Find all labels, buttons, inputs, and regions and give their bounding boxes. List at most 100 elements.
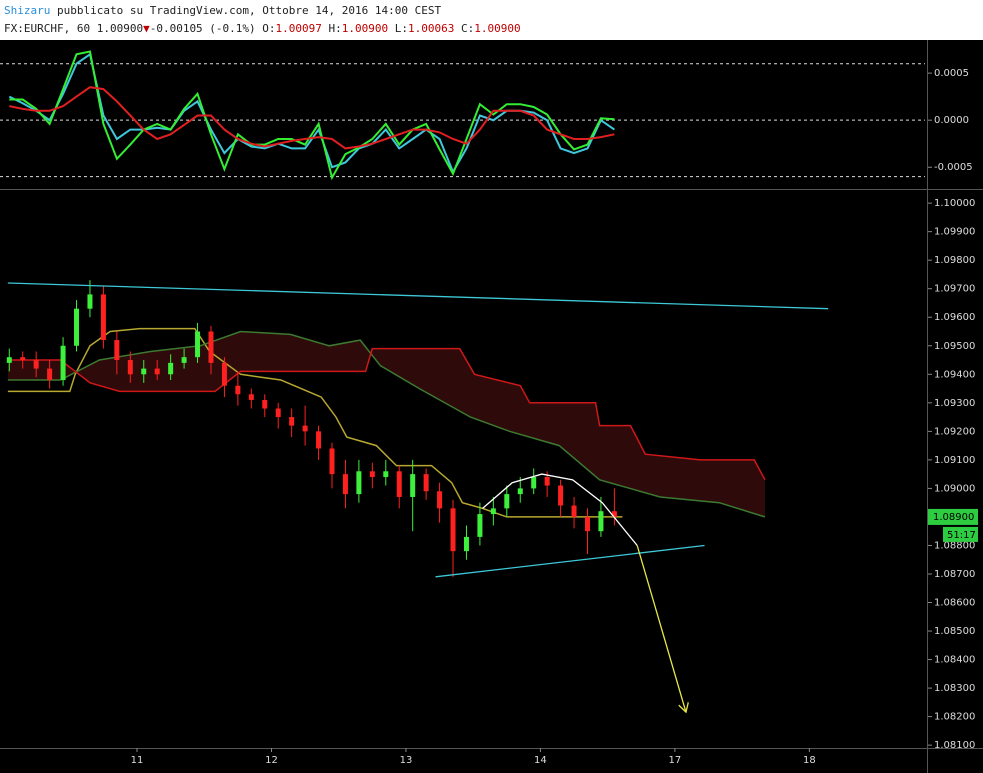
candle-body [47, 368, 53, 380]
open-label: O: [262, 22, 276, 35]
candle-body [195, 331, 201, 358]
indicator-line [7, 347, 766, 481]
candle-body [558, 485, 564, 506]
y-tick-label: -0.0005 [934, 162, 973, 173]
symbol: FX:EURCHF, 60 [4, 22, 91, 35]
candle-body [342, 474, 348, 495]
last-price-label: 1.08900 [933, 512, 974, 523]
candle-body [544, 476, 550, 486]
y-tick-label: 0.0005 [934, 68, 969, 79]
candle-body [396, 471, 402, 497]
candle-body [208, 331, 214, 363]
y-tick-label: 1.08600 [934, 598, 975, 609]
x-tick-label: 13 [400, 755, 413, 766]
y-tick-label: 1.09500 [934, 341, 975, 352]
candle-body [74, 308, 80, 346]
candle-body [289, 417, 295, 426]
indicator-line [7, 327, 623, 518]
cloud [7, 331, 765, 517]
x-tick-label: 14 [534, 755, 547, 766]
last-price-box [928, 508, 978, 525]
open-value: 1.00097 [275, 22, 322, 35]
y-tick-label: 1.08300 [934, 683, 975, 694]
x-tick-label: 17 [669, 755, 682, 766]
candle-body [571, 505, 577, 517]
y-tick-label: 1.09900 [934, 227, 975, 238]
candle-body [504, 494, 510, 509]
y-tick-label: 1.09100 [934, 455, 975, 466]
high-label: H: [328, 22, 342, 35]
candle-body [517, 488, 523, 495]
candle-body [477, 514, 483, 537]
y-tick-label: 1.09700 [934, 284, 975, 295]
y-tick-label: 0.0000 [934, 115, 969, 126]
published: pubblicato su TradingView.com, Ottobre 1… [56, 4, 442, 17]
y-tick-label: 1.08700 [934, 569, 975, 580]
y-tick-label: 1.09400 [934, 369, 975, 380]
candle-body [154, 368, 160, 375]
drawing [636, 545, 685, 711]
y-tick-label: 1.08200 [934, 712, 975, 723]
drawing [482, 473, 638, 546]
candle-body [60, 345, 66, 380]
y-tick-label: 1.09300 [934, 398, 975, 409]
drawing [435, 544, 705, 578]
candle-body [20, 357, 26, 361]
close-label: C: [461, 22, 475, 35]
candle-body [275, 408, 281, 418]
candle-body [6, 357, 12, 363]
candle-body [181, 357, 187, 363]
candle-body [127, 360, 133, 375]
candle-body [262, 399, 268, 409]
close-value: 1.00900 [474, 22, 521, 35]
y-tick-label: 1.10000 [934, 198, 975, 209]
x-tick-label: 12 [265, 755, 278, 766]
candle-body [437, 491, 443, 509]
y-tick-label: 1.08400 [934, 655, 975, 666]
y-tick-label: 1.09000 [934, 483, 975, 494]
candle-body [114, 340, 120, 361]
candle-body [329, 448, 335, 475]
candle-body [598, 511, 604, 532]
last: 1.00900 [96, 22, 144, 35]
candle-body [531, 476, 537, 489]
candle-body [463, 536, 469, 552]
candle-body [611, 511, 617, 517]
countdown-box [943, 526, 978, 542]
down-icon: ▼ [143, 22, 150, 35]
candle-body [87, 294, 93, 309]
candle-body [423, 474, 429, 492]
y-tick-label: 1.09200 [934, 426, 975, 437]
drawing [7, 282, 829, 310]
x-tick-label: 11 [131, 755, 144, 766]
candle-body [356, 471, 362, 495]
x-tick-label: 18 [803, 755, 816, 766]
y-tick-label: 1.09600 [934, 312, 975, 323]
oscillator-line [9, 86, 615, 150]
header: Shizaru pubblicato su TradingView.com, O… [0, 0, 983, 40]
y-tick-label: 1.09800 [934, 255, 975, 266]
candle-body [383, 471, 389, 477]
candle-body [100, 294, 106, 341]
candle-body [141, 368, 147, 375]
candle-body [235, 385, 241, 395]
candle-body [369, 471, 375, 477]
candle-body [316, 431, 322, 449]
candle-body [584, 516, 590, 532]
author[interactable]: Shizaru [4, 4, 51, 17]
candle-body [33, 360, 39, 369]
candle-body [410, 474, 416, 497]
countdown-label: 51:17 [947, 530, 976, 541]
low-value: 1.00063 [408, 22, 455, 35]
candle-body [302, 425, 308, 432]
y-tick-label: 1.08800 [934, 540, 975, 551]
candle-body [221, 362, 227, 386]
oscillator-line [9, 50, 615, 181]
candle-body [450, 508, 456, 552]
candle-body [248, 394, 254, 400]
candle-body [168, 362, 174, 375]
candle-body [490, 508, 496, 515]
y-tick-label: 1.08100 [934, 740, 975, 751]
